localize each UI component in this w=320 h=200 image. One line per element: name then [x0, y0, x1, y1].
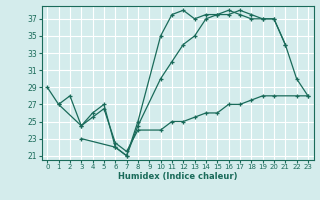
X-axis label: Humidex (Indice chaleur): Humidex (Indice chaleur) [118, 172, 237, 181]
